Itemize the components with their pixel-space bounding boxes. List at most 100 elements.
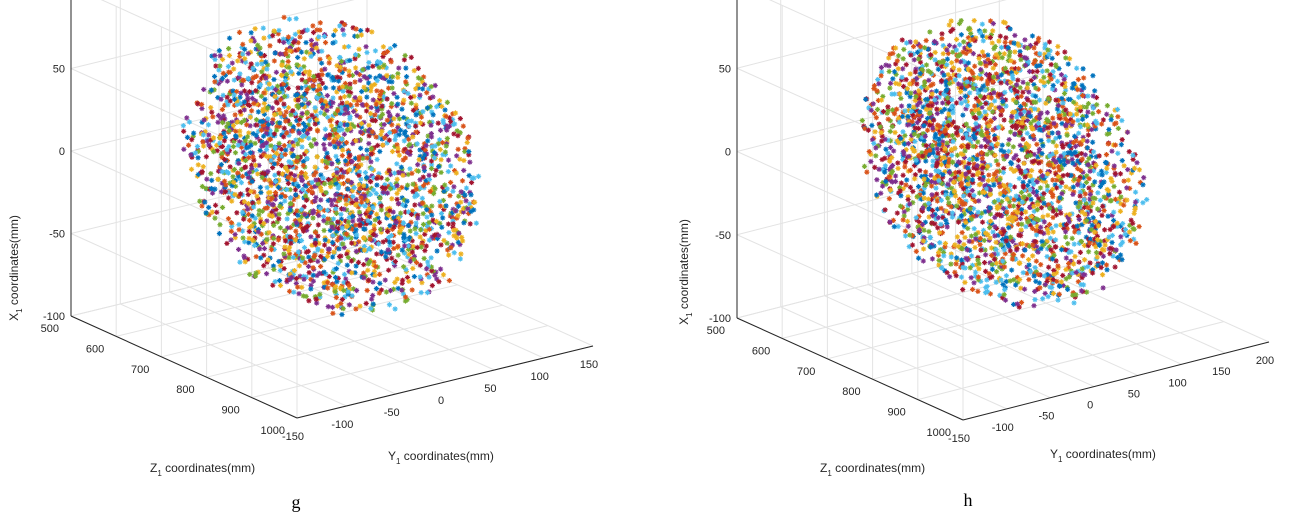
- data-point: [325, 72, 331, 78]
- data-point: [1061, 162, 1068, 168]
- data-point: [1087, 196, 1093, 202]
- data-point: [424, 214, 430, 220]
- data-point: [227, 69, 233, 75]
- data-point: [345, 186, 351, 192]
- data-point: [443, 203, 449, 209]
- data-point: [1077, 175, 1083, 181]
- data-point: [398, 221, 404, 227]
- data-point: [1062, 229, 1069, 235]
- data-point: [366, 140, 372, 147]
- data-point: [1056, 113, 1062, 119]
- gridline: [70, 233, 298, 336]
- data-point: [982, 247, 988, 253]
- data-point: [415, 82, 421, 88]
- data-point: [1044, 183, 1050, 189]
- data-point: [1059, 81, 1065, 87]
- data-point: [264, 259, 270, 265]
- data-point: [973, 213, 979, 219]
- gridline: [780, 306, 1007, 410]
- data-point: [1038, 229, 1044, 235]
- data-point: [995, 74, 1001, 80]
- data-point: [355, 204, 361, 210]
- data-point: [286, 159, 292, 165]
- data-point: [1115, 114, 1121, 120]
- data-point: [1036, 149, 1042, 155]
- data-point: [1103, 152, 1110, 158]
- data-point: [1049, 186, 1056, 192]
- data-point: [269, 120, 275, 126]
- data-point: [322, 40, 329, 46]
- data-point: [260, 25, 266, 31]
- data-point: [228, 126, 234, 133]
- data-point: [271, 153, 277, 160]
- data-point: [213, 63, 219, 69]
- data-point: [369, 173, 375, 179]
- data-point: [959, 180, 965, 186]
- data-point: [284, 75, 291, 81]
- data-point: [1001, 51, 1007, 57]
- data-point: [1040, 195, 1046, 202]
- data-point: [295, 97, 301, 103]
- data-point: [334, 63, 340, 69]
- data-point: [1018, 189, 1025, 196]
- data-point: [322, 284, 328, 290]
- data-point: [933, 88, 940, 94]
- data-point: [293, 228, 299, 234]
- data-point: [998, 44, 1005, 51]
- data-point: [429, 203, 435, 209]
- data-point: [947, 117, 953, 123]
- data-point: [382, 185, 388, 191]
- data-point: [241, 135, 248, 141]
- data-point: [294, 91, 300, 98]
- data-point: [1053, 135, 1059, 141]
- data-point: [340, 241, 346, 247]
- data-point: [352, 107, 358, 114]
- data-point: [994, 205, 1000, 212]
- data-point: [240, 141, 246, 147]
- data-point: [371, 268, 378, 274]
- data-point: [377, 271, 383, 277]
- data-point: [320, 175, 326, 181]
- data-point: [322, 146, 328, 152]
- data-point: [1003, 234, 1009, 241]
- data-point: [294, 118, 300, 124]
- data-point: [245, 206, 251, 212]
- data-point: [324, 220, 330, 226]
- data-point: [954, 173, 960, 180]
- data-point: [934, 106, 940, 112]
- data-point: [1015, 210, 1021, 216]
- data-point: [983, 81, 989, 88]
- data-point: [907, 81, 913, 87]
- data-point: [429, 162, 435, 168]
- data-point: [236, 29, 243, 35]
- data-point: [901, 213, 907, 219]
- data-point: [458, 189, 464, 195]
- data-point: [1078, 124, 1084, 130]
- data-point: [913, 39, 919, 45]
- data-point: [306, 180, 312, 187]
- data-point: [326, 135, 332, 141]
- data-point: [333, 153, 339, 159]
- data-point: [415, 168, 422, 174]
- data-point: [961, 39, 967, 45]
- data-point: [986, 172, 992, 178]
- data-point: [946, 42, 953, 49]
- data-point: [373, 101, 379, 107]
- data-point: [418, 244, 424, 250]
- data-point: [311, 77, 317, 83]
- data-point: [319, 48, 325, 54]
- data-point: [988, 118, 994, 125]
- data-point: [384, 140, 390, 146]
- data-point: [366, 277, 372, 283]
- data-point: [304, 110, 310, 116]
- data-point: [1000, 281, 1006, 288]
- data-point: [1044, 68, 1050, 74]
- data-point: [951, 72, 957, 78]
- data-point: [1075, 204, 1081, 210]
- data-point: [394, 190, 400, 197]
- data-point: [968, 210, 975, 217]
- data-point: [414, 192, 420, 198]
- gridline: [1042, 239, 1270, 343]
- data-point: [898, 103, 905, 109]
- data-point: [242, 239, 248, 245]
